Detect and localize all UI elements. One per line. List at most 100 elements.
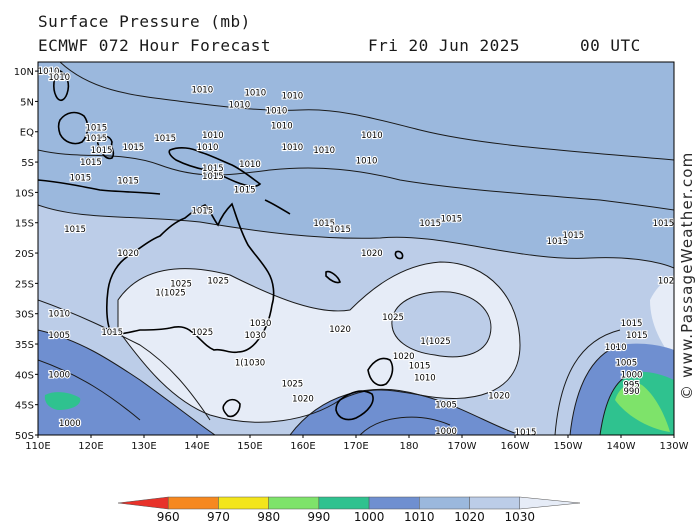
isobar-label: 1020 [292, 395, 314, 405]
lat-tick-label: 10S [15, 188, 34, 199]
isobar-label: 1030 [244, 331, 266, 341]
isobar-label: 1010 [191, 85, 213, 95]
sulawesi [96, 135, 115, 160]
band-1000-west [38, 330, 215, 435]
isobar-label: 1005 [435, 401, 457, 411]
isobar-label: 1015 [123, 143, 145, 153]
isobar-label: 1015 [202, 164, 224, 174]
map-title: Surface Pressure (mb) [38, 12, 251, 31]
isobar-label: 1010 [48, 73, 70, 83]
lat-tick-label: 5S [21, 158, 34, 169]
legend-label: 970 [207, 510, 230, 524]
legend-label: 980 [257, 510, 280, 524]
isobar-label: 1010 [605, 343, 627, 353]
lat-tick-label: 50S [15, 431, 34, 442]
lon-tick-label: 140W [607, 441, 636, 452]
lat-tick-label: EQ [20, 128, 34, 139]
lon-tick-label: 180 [399, 441, 418, 452]
isobar-label: 1025 [170, 279, 192, 289]
legend-swatch [218, 496, 269, 510]
lon-tick-label: 140E [184, 441, 209, 452]
isobar-label: 1015 [117, 176, 139, 186]
longitude-axis: 110E 120E 130E 140E 150E 160E 170E 180 170W 160W 1… [25, 435, 689, 452]
isobar-label: 995 [623, 381, 639, 391]
solomon-islands [264, 199, 291, 215]
legend-swatch [419, 496, 470, 510]
lon-tick-label: 150W [554, 441, 583, 452]
isobar-label: 1015 [101, 328, 123, 338]
isobar-label: 1015 [191, 207, 213, 217]
isobar-label: 1025 [382, 313, 404, 323]
lon-tick-label: 160W [501, 441, 530, 452]
isobar-label: 1000 [48, 370, 70, 380]
isobar-label: 1000 [621, 370, 643, 380]
lat-tick-label: 20S [15, 249, 34, 260]
isobar-label: 990 [623, 387, 639, 397]
isobar-label: 1000 [59, 419, 81, 429]
band-1030-east [650, 275, 674, 360]
band-990-west [44, 392, 81, 410]
isobar-label: 1005 [48, 331, 70, 341]
lon-tick-label: 120E [78, 441, 103, 452]
isobar-label: 1015 [562, 231, 584, 241]
isobar-label: 1010 [414, 373, 436, 383]
legend-label: 990 [307, 510, 330, 524]
isobar-label: 1025 [207, 276, 229, 286]
lat-tick-label: 25S [15, 279, 34, 290]
forecast-time: 00 UTC [580, 36, 641, 55]
isobar-label: 1025 [282, 379, 304, 389]
legend-swatch [519, 496, 581, 510]
lat-tick-label: 30S [15, 310, 34, 321]
isobar-label: 1020 [117, 249, 139, 259]
isobar-label: 1010 [197, 143, 219, 153]
lon-tick-label: 150E [237, 441, 262, 452]
isobar-label: 1015 [234, 185, 256, 195]
lon-tick-label: 130E [131, 441, 156, 452]
isobar-label: 1015 [91, 146, 113, 156]
lon-tick-label: 170W [448, 441, 477, 452]
isobar-label: 1(1030 [235, 358, 265, 368]
lon-tick-label: 110E [25, 441, 50, 452]
forecast-date: Fri 20 Jun 2025 [368, 36, 520, 55]
legend-swatch [368, 496, 420, 510]
isobar-label: 1010 [361, 131, 383, 141]
lon-tick-label: 170E [343, 441, 368, 452]
isobar-label: 1020 [488, 392, 510, 402]
legend-swatch [117, 496, 169, 510]
lat-tick-label: 15S [15, 219, 34, 230]
legend-swatch [318, 496, 370, 510]
tasmania [222, 398, 241, 418]
legend-label: 1020 [454, 510, 485, 524]
lat-tick-label: 45S [15, 401, 34, 412]
borneo [57, 111, 89, 145]
legend-label: 1030 [504, 510, 535, 524]
isobar-label: 1010 [38, 67, 60, 77]
isobar-label: 1010 [48, 310, 70, 320]
isobar-label: 1020 [329, 325, 351, 335]
isobar-label: 1025 [191, 328, 213, 338]
isobar-label: 1015 [409, 361, 431, 371]
watermark: © www.PassageWeather.com [678, 151, 696, 400]
isobar-label: 1015 [85, 124, 107, 134]
isobar-lines [38, 62, 674, 435]
isobar-label: 1020 [361, 249, 383, 259]
isobar-label: 1015 [653, 219, 675, 229]
isobar-label: 1000 [435, 427, 457, 437]
isobar-label: 1015 [70, 173, 92, 183]
new-zealand-north [367, 357, 394, 386]
isobar-label: 1010 [356, 156, 378, 166]
model-forecast-label: ECMWF 072 Hour Forecast [38, 36, 272, 55]
isobar-label: 1015 [80, 158, 102, 168]
lon-tick-label: 160E [290, 441, 315, 452]
isobar-label: 1030 [250, 319, 272, 329]
isobar-label: 1015 [621, 319, 643, 329]
java-sumatra [38, 179, 161, 195]
isobar-label: 1(1025 [155, 289, 185, 299]
isobar-label: 1010 [271, 122, 293, 132]
band-980-east [615, 383, 670, 432]
isobar-label: 1015 [515, 428, 537, 438]
legend-swatch [469, 496, 520, 510]
lat-tick-label: 10N [14, 67, 34, 78]
